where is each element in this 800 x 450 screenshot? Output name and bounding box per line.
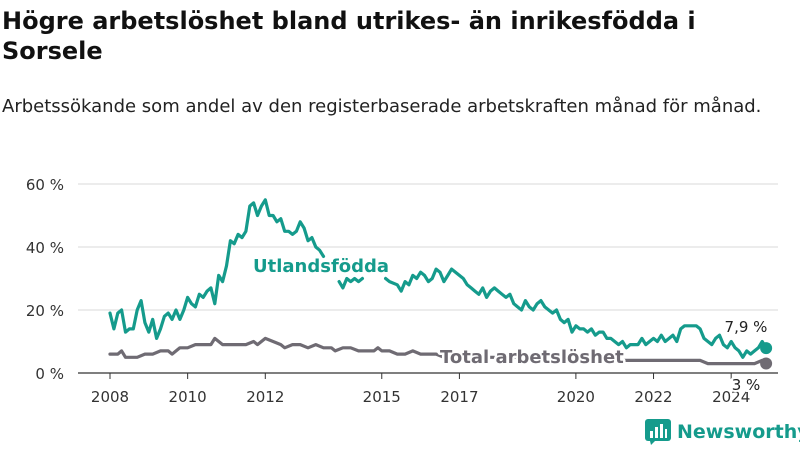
series-end-label: 3 % — [732, 376, 761, 394]
x-tick-label: 2015 — [363, 388, 401, 406]
x-tick-label: 2012 — [246, 388, 284, 406]
series-end-label: 7,9 % — [725, 318, 768, 336]
grid-lines — [78, 183, 778, 374]
x-tick-label: 2022 — [634, 388, 672, 406]
series-lines — [108, 198, 773, 370]
y-tick-label: 40 % — [26, 239, 64, 257]
bar-chart-logo-icon — [645, 419, 671, 445]
x-tick-label: 2010 — [169, 388, 207, 406]
newsworthy-brand: Newsworthy — [645, 418, 800, 446]
y-tick-label: 20 % — [26, 302, 64, 320]
y-tick-label: 60 % — [26, 176, 64, 194]
series-name-label: Total arbetslöshet — [440, 347, 624, 368]
chart-title: Högre arbetslöshet bland utrikes- än inr… — [2, 7, 696, 65]
series-end-point — [760, 342, 773, 355]
axis-labels: 0 % 20 % 40 % 60 % 2008 2010 2012 2015 2017 2020 2… — [26, 176, 750, 406]
series-line — [108, 198, 326, 340]
series-line — [384, 267, 768, 359]
x-tick-label: 2020 — [557, 388, 595, 406]
x-tick-label: 2017 — [440, 388, 478, 406]
x-tick-label: 2024 — [712, 388, 750, 406]
brand-name: Newsworthy — [677, 421, 800, 443]
series-end-point — [760, 357, 773, 370]
series-name-label: Utlandsfödda — [253, 256, 389, 277]
series-line — [337, 276, 364, 290]
series-line — [108, 336, 768, 366]
chart-subtitle: Arbetssökande som andel av den registerb… — [2, 96, 762, 117]
y-tick-label: 0 % — [35, 365, 64, 383]
x-tick-label: 2008 — [91, 388, 129, 406]
series-labels: Utlandsfödda Total arbetslöshet 7,9 % 3 % — [251, 254, 770, 397]
